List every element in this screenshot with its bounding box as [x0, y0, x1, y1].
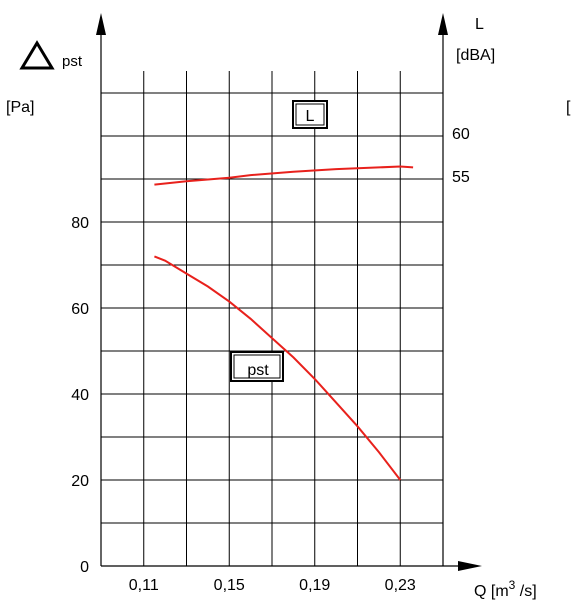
x-axis — [101, 561, 482, 571]
delta-icon — [19, 40, 55, 70]
right-axis-unit: [dBA] — [456, 47, 495, 64]
right-axis-arrow-icon — [438, 13, 448, 35]
x-tick-label: 0,19 — [299, 577, 330, 594]
x-axis-label: Q [m3 /s] — [474, 578, 537, 600]
left-tick-label: 80 — [71, 215, 89, 232]
series-line-L — [154, 165, 414, 186]
left-axis-label: pst — [62, 53, 83, 70]
right-axis — [438, 13, 448, 566]
left-tick-label: 20 — [71, 473, 89, 490]
left-axis-unit: [Pa] — [6, 99, 34, 116]
right-axis-label: L — [475, 16, 484, 33]
x-tick-label: 0,15 — [214, 577, 245, 594]
right-tick-label: 60 — [452, 126, 470, 143]
x-axis-arrow-icon — [458, 561, 482, 571]
series-label-L-text: L — [306, 108, 315, 125]
curves — [154, 165, 414, 481]
series-label-pst-text: pst — [247, 362, 269, 379]
x-tick-labels: 0,11 0,15 0,19 0,23 — [129, 577, 416, 594]
left-axis — [96, 13, 106, 566]
series-label-pst: pst — [230, 351, 284, 382]
series-line-pst — [154, 255, 402, 481]
left-axis-arrow-icon — [96, 13, 106, 35]
grid — [101, 71, 443, 566]
x-tick-label: 0,11 — [129, 577, 159, 594]
right-tick-label: 55 — [452, 169, 470, 186]
stray-bracket: [ — [566, 99, 571, 116]
left-tick-label: 40 — [71, 387, 89, 404]
x-tick-label: 0,23 — [385, 577, 416, 594]
series-label-L: L — [292, 100, 328, 129]
left-tick-label: 60 — [71, 301, 89, 318]
right-tick-labels: 55 60 — [452, 126, 470, 186]
left-tick-label: 0 — [80, 559, 89, 576]
left-tick-labels: 0 20 40 60 80 — [71, 215, 89, 576]
